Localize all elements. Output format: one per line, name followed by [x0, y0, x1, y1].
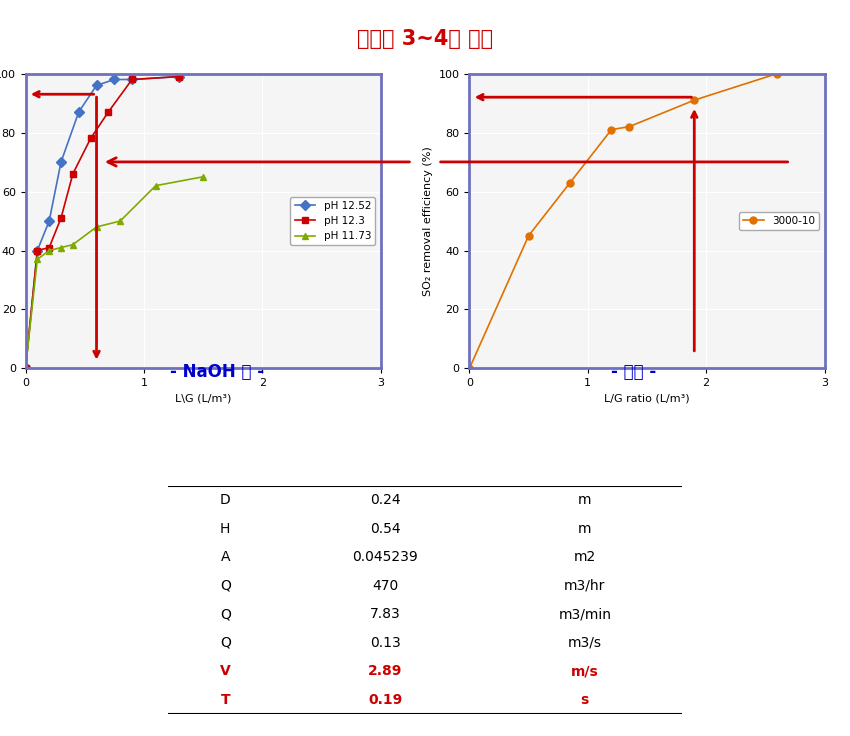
Line: pH 12.52: pH 12.52: [22, 73, 183, 372]
pH 12.52: [56, 158, 66, 166]
Line: pH 12.3: pH 12.3: [22, 73, 183, 372]
pH 12.3: [44, 243, 54, 252]
Text: s: s: [581, 693, 589, 707]
3000-10: [464, 364, 474, 373]
3000-10: [606, 125, 616, 134]
Line: pH 11.73: pH 11.73: [22, 174, 207, 372]
3000-10: [524, 231, 534, 240]
Text: m3/s: m3/s: [568, 636, 602, 650]
pH 11.73: [150, 181, 161, 190]
3000-10: [565, 178, 575, 187]
Text: m3/min: m3/min: [558, 607, 611, 621]
pH 12.3: [103, 107, 113, 116]
Text: m2: m2: [574, 551, 596, 565]
Text: 0.24: 0.24: [370, 493, 400, 507]
Text: T: T: [220, 693, 230, 707]
Text: Q: Q: [220, 578, 230, 592]
Text: 470: 470: [372, 578, 398, 592]
X-axis label: L\G (L/m³): L\G (L/m³): [175, 394, 231, 404]
pH 12.52: [109, 75, 119, 84]
pH 11.73: [56, 243, 66, 252]
pH 11.73: [68, 240, 78, 249]
Text: - 해수 -: - 해수 -: [610, 363, 656, 381]
Text: 0.54: 0.54: [370, 522, 400, 536]
pH 12.3: [56, 213, 66, 222]
pH 12.52: [74, 107, 84, 116]
3000-10: [624, 122, 634, 131]
X-axis label: L/G ratio (L/m³): L/G ratio (L/m³): [604, 394, 689, 404]
Text: 0.19: 0.19: [368, 693, 402, 707]
Text: 7.83: 7.83: [370, 607, 400, 621]
Text: m/s: m/s: [571, 664, 598, 678]
Text: D: D: [220, 493, 230, 507]
pH 11.73: [115, 216, 125, 225]
pH 12.3: [174, 72, 184, 81]
Text: m: m: [578, 522, 592, 536]
pH 11.73: [198, 172, 208, 181]
Text: 2.89: 2.89: [368, 664, 402, 678]
Text: m: m: [578, 493, 592, 507]
pH 12.52: [32, 246, 42, 255]
Text: H: H: [220, 522, 230, 536]
pH 12.3: [20, 364, 31, 373]
pH 12.3: [86, 134, 96, 143]
pH 11.73: [20, 364, 31, 373]
Legend: 3000-10: 3000-10: [739, 212, 819, 230]
pH 11.73: [92, 222, 102, 231]
Text: V: V: [220, 664, 230, 678]
Text: 분무량 3~4배 감소: 분무량 3~4배 감소: [357, 29, 493, 49]
3000-10: [772, 69, 782, 78]
Text: m3/hr: m3/hr: [564, 578, 605, 592]
3000-10: [689, 96, 700, 105]
pH 11.73: [44, 246, 54, 255]
pH 12.52: [20, 364, 31, 373]
Text: 0.045239: 0.045239: [352, 551, 418, 565]
pH 12.3: [68, 169, 78, 178]
pH 12.3: [32, 246, 42, 255]
Text: Q: Q: [220, 607, 230, 621]
pH 12.52: [127, 75, 137, 84]
Line: 3000-10: 3000-10: [466, 70, 780, 372]
Legend: pH 12.52, pH 12.3, pH 11.73: pH 12.52, pH 12.3, pH 11.73: [291, 197, 376, 245]
pH 12.52: [44, 216, 54, 225]
Text: 0.13: 0.13: [370, 636, 400, 650]
Text: - NaOH 수 -: - NaOH 수 -: [170, 363, 264, 381]
pH 12.3: [127, 75, 137, 84]
pH 11.73: [32, 255, 42, 263]
Y-axis label: SO₂ removal efficiency (%): SO₂ removal efficiency (%): [423, 146, 434, 296]
Text: Q: Q: [220, 636, 230, 650]
pH 12.52: [174, 72, 184, 81]
pH 12.52: [92, 81, 102, 90]
Text: A: A: [220, 551, 230, 565]
